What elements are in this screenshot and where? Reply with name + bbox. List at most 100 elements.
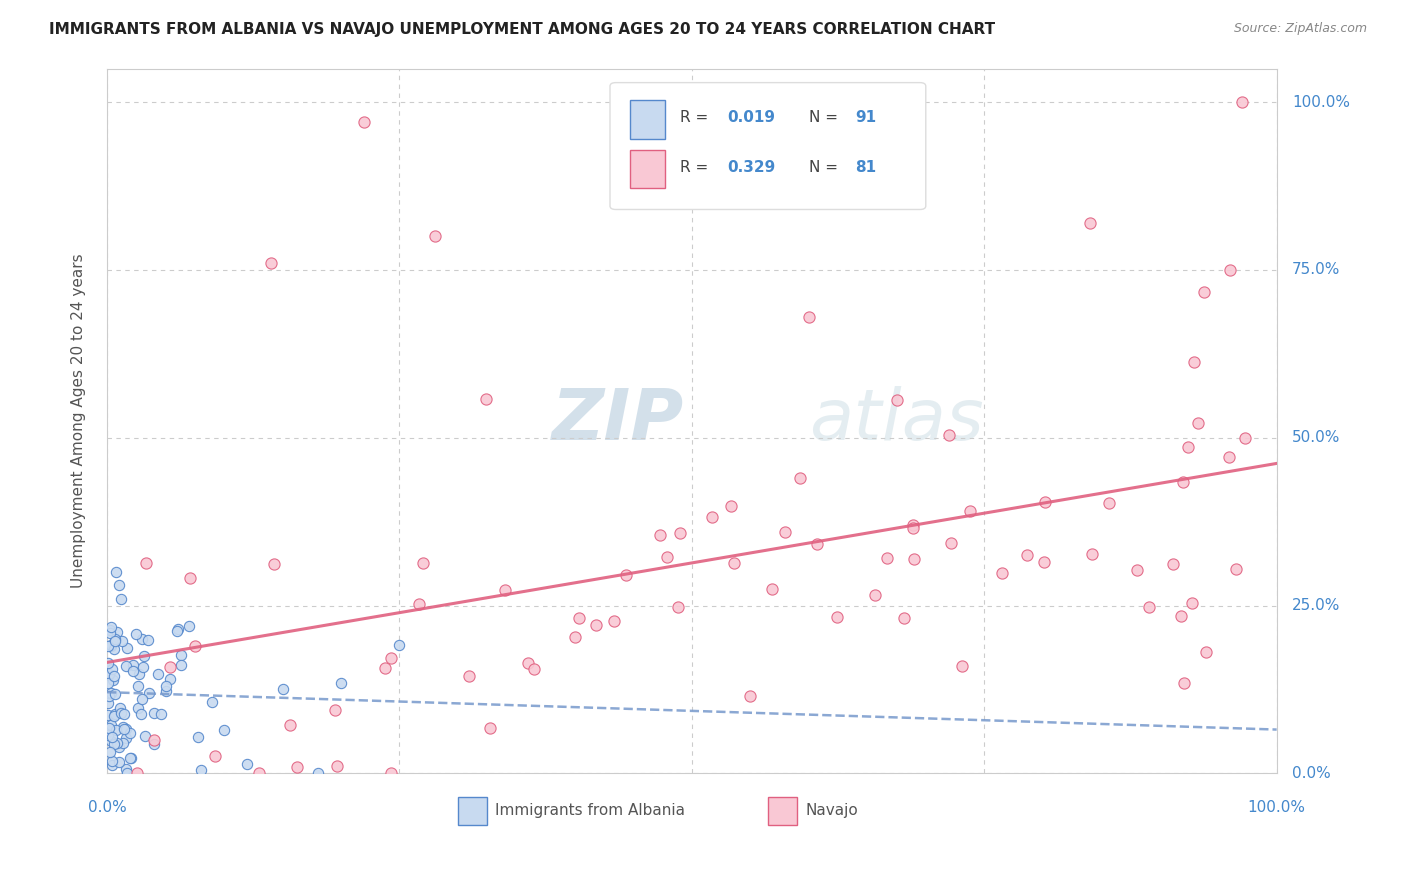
Point xyxy=(127,680,149,694)
Point xyxy=(1081,547,1104,561)
Point xyxy=(806,537,828,551)
Point xyxy=(155,683,177,698)
Point xyxy=(131,692,153,706)
Point xyxy=(1137,599,1160,614)
Point xyxy=(886,392,908,407)
Point xyxy=(115,762,138,776)
Point xyxy=(1173,675,1195,690)
Point xyxy=(97,668,120,682)
Text: 91: 91 xyxy=(856,111,877,126)
Point xyxy=(655,550,678,565)
Point xyxy=(1187,417,1209,431)
Point xyxy=(236,756,259,771)
Point xyxy=(159,660,181,674)
Point xyxy=(107,578,129,592)
Point xyxy=(125,766,148,780)
Text: 0.329: 0.329 xyxy=(727,160,775,175)
Point xyxy=(278,718,301,732)
Point xyxy=(129,706,152,721)
Point xyxy=(720,499,742,513)
Point xyxy=(408,597,430,611)
Point xyxy=(143,706,166,720)
Point xyxy=(1219,263,1241,277)
Point xyxy=(738,689,761,703)
Point xyxy=(169,657,191,672)
Point xyxy=(323,703,346,717)
Point xyxy=(104,687,127,701)
Text: atlas: atlas xyxy=(808,386,983,456)
Point xyxy=(723,556,745,570)
Point xyxy=(1225,562,1247,576)
Point xyxy=(146,667,169,681)
Text: N =: N = xyxy=(808,160,842,175)
Point xyxy=(100,730,122,744)
Point xyxy=(100,718,122,732)
Point xyxy=(648,527,671,541)
Point xyxy=(97,639,120,653)
Point xyxy=(901,521,924,535)
Point xyxy=(903,552,925,566)
Text: 0.0%: 0.0% xyxy=(1292,766,1330,780)
Point xyxy=(201,695,224,709)
Point xyxy=(374,661,396,675)
Point xyxy=(128,667,150,681)
Point xyxy=(103,709,125,723)
Point xyxy=(263,557,285,571)
Point xyxy=(103,673,125,688)
Point xyxy=(134,648,156,663)
Point xyxy=(353,115,375,129)
Point xyxy=(103,641,125,656)
Text: 75.0%: 75.0% xyxy=(1292,262,1340,277)
Point xyxy=(285,759,308,773)
Point xyxy=(1194,645,1216,659)
Text: 0.0%: 0.0% xyxy=(87,800,127,815)
Point xyxy=(159,673,181,687)
Text: Immigrants from Albania: Immigrants from Albania xyxy=(495,803,685,818)
Point xyxy=(1126,562,1149,576)
Point xyxy=(120,751,142,765)
Text: 100.0%: 100.0% xyxy=(1247,800,1306,815)
Point xyxy=(412,556,434,570)
Point xyxy=(105,565,128,579)
Point xyxy=(98,745,121,759)
FancyBboxPatch shape xyxy=(768,797,797,825)
Point xyxy=(797,310,820,324)
FancyBboxPatch shape xyxy=(458,797,488,825)
Point xyxy=(187,731,209,745)
Point xyxy=(876,550,898,565)
Point xyxy=(602,614,624,628)
Point xyxy=(388,638,411,652)
Point xyxy=(789,471,811,485)
Point xyxy=(1015,549,1038,563)
Text: 81: 81 xyxy=(856,160,877,175)
Point xyxy=(457,669,479,683)
Point xyxy=(105,625,128,640)
Point xyxy=(111,736,134,750)
Point xyxy=(666,599,689,614)
Point xyxy=(179,571,201,585)
Point xyxy=(166,624,188,638)
Point xyxy=(1181,596,1204,610)
Point xyxy=(118,725,141,739)
Point xyxy=(204,748,226,763)
Point xyxy=(1161,557,1184,571)
Point xyxy=(100,754,122,768)
Point xyxy=(761,582,783,596)
Text: R =: R = xyxy=(681,111,713,126)
Point xyxy=(247,766,270,780)
Point xyxy=(1078,216,1101,230)
Text: IMMIGRANTS FROM ALBANIA VS NAVAJO UNEMPLOYMENT AMONG AGES 20 TO 24 YEARS CORRELA: IMMIGRANTS FROM ALBANIA VS NAVAJO UNEMPL… xyxy=(49,22,995,37)
Point xyxy=(142,732,165,747)
Point xyxy=(131,660,153,674)
Point xyxy=(127,700,149,714)
Point xyxy=(177,619,200,633)
Point xyxy=(138,686,160,700)
Point xyxy=(475,392,498,407)
Point xyxy=(1218,450,1240,465)
Point xyxy=(104,634,127,648)
Point xyxy=(103,669,125,683)
Point xyxy=(131,632,153,647)
Point xyxy=(98,623,121,637)
Point xyxy=(100,638,122,652)
Text: 100.0%: 100.0% xyxy=(1292,95,1350,110)
